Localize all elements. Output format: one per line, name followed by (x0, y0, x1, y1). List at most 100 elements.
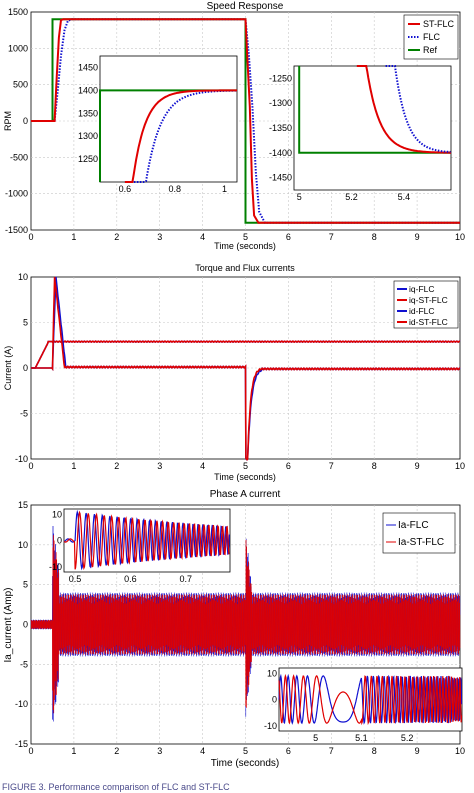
x-tick-label: 6 (286, 746, 291, 756)
inset-y-tick-label: 0 (57, 536, 62, 546)
y-tick-label: -10 (15, 699, 28, 709)
x-tick-label: 9 (415, 232, 420, 242)
y-tick-labels: 15 10 5 0 -5 -10 -15 (15, 500, 28, 749)
x-tick-label: 8 (372, 461, 377, 471)
inset-x-tick-label: 5 (313, 733, 318, 743)
x-tick-label: 1 (71, 746, 76, 756)
x-tick-labels: 0 1 2 3 4 5 6 7 8 9 10 (28, 746, 465, 756)
legend-label-st-flc: ST-FLC (423, 19, 455, 29)
x-tick-label: 7 (329, 232, 334, 242)
legend: Ia-FLC Ia-ST-FLC (382, 512, 456, 554)
inset-tick-labels: 0.6 0.8 1 1450 1400 1350 1300 1250 (78, 62, 227, 194)
x-tick-label: 8 (372, 746, 377, 756)
y-tick-label: 10 (18, 272, 28, 282)
inset-y-tick-label: 0 (272, 695, 277, 705)
x-tick-label: 10 (455, 746, 465, 756)
x-tick-label: 3 (157, 746, 162, 756)
series-line-st-flc (31, 18, 460, 224)
y-tick-labels: 10 5 0 -5 -10 (15, 272, 28, 464)
inset-x-tick-label: 5.1 (355, 733, 368, 743)
legend-box (382, 512, 456, 554)
legend-label-iq-st-flc: iq-ST-FLC (409, 295, 448, 305)
legend-label-ia-st-flc: Ia-ST-FLC (398, 537, 444, 548)
y-tick-label: -1000 (5, 189, 28, 199)
x-axis-label: Time (seconds) (214, 241, 276, 251)
y-tick-label: -10 (15, 454, 28, 464)
inset-tick-labels: 5 5.1 5.2 10 0 -10 (264, 668, 413, 743)
inset-rise: 0.6 0.8 1 1450 1400 1350 1300 1250 (78, 55, 238, 194)
x-tick-label: 7 (329, 746, 334, 756)
inset-y-tick-label: -10 (264, 721, 277, 731)
inset-x-tick-label: 0.6 (124, 574, 137, 584)
x-tick-label: 3 (157, 232, 162, 242)
legend-label-id-st-flc: id-ST-FLC (409, 317, 448, 327)
legend-label-ref: Ref (423, 45, 438, 55)
inset-start: 0.5 0.6 0.7 10 0 -10 (49, 508, 231, 584)
x-tick-label: 8 (372, 232, 377, 242)
y-tick-label: -1500 (5, 225, 28, 235)
y-axis-label: Ia_current (Amp) (3, 587, 14, 662)
torque-flux-chart: Torque and Flux currents 0 1 2 3 4 5 6 7 8 9 10 10… (3, 263, 465, 482)
speed-response-chart: Speed Response 0 1 2 3 4 5 6 7 8 9 10 150010005000… (3, 1, 465, 251)
inset-flc-line (385, 65, 451, 153)
inset-ia-st-flc-line (63, 510, 230, 571)
inset-y-tick-label: 1250 (78, 154, 98, 164)
inset-ia-st-flc-line (278, 673, 463, 726)
x-tick-label: 2 (114, 461, 119, 471)
y-tick-label: 0 (23, 116, 28, 126)
figure-caption: FIGURE 3. Performance comparison of FLC … (2, 782, 230, 792)
grid (31, 277, 460, 459)
inset-x-tick-label: 0.6 (119, 184, 132, 194)
legend: ST-FLC FLC Ref (403, 14, 459, 60)
legend-box (403, 14, 459, 60)
x-tick-label: 10 (455, 232, 465, 242)
y-tick-labels: 1500 1000 500 0 -500 -1000 -1500 (5, 7, 28, 235)
inset-series-lines (298, 65, 451, 154)
inset-reversal: 5 5.1 5.2 10 0 -10 (264, 667, 463, 743)
y-tick-label: 0 (23, 620, 28, 630)
x-tick-label: 2 (114, 746, 119, 756)
x-tick-label: 4 (200, 746, 205, 756)
inset-tick-labels: 5 5.2 5.4 -1250 -1300 -1350 -1400 -1450 (269, 73, 410, 202)
x-tick-label: 10 (455, 461, 465, 471)
inset-y-tick-label: -1400 (269, 148, 292, 158)
legend: iq-FLC iq-ST-FLC id-FLC id-ST-FLC (393, 280, 459, 329)
y-tick-label: 10 (18, 540, 28, 550)
y-tick-label: -500 (10, 152, 28, 162)
x-tick-label: 9 (415, 746, 420, 756)
inset-series-lines (63, 509, 230, 571)
y-axis-label: Current (A) (3, 346, 13, 391)
inset-ref-line (298, 66, 451, 154)
x-tick-label: 2 (114, 232, 119, 242)
x-tick-label: 0 (28, 232, 33, 242)
x-tick-label: 4 (200, 461, 205, 471)
y-tick-label: 0 (23, 363, 28, 373)
chart-title: Speed Response (207, 1, 284, 12)
x-tick-label: 9 (415, 461, 420, 471)
chart-title: Phase A current (210, 489, 281, 500)
inset-st-flc-line (356, 65, 451, 154)
chart-title: Torque and Flux currents (195, 263, 295, 273)
inset-y-tick-label: 1400 (78, 85, 98, 95)
y-tick-label: -15 (15, 739, 28, 749)
y-tick-label: 1000 (8, 43, 28, 53)
x-tick-label: 1 (71, 461, 76, 471)
x-tick-labels: 0 1 2 3 4 5 6 7 8 9 10 (28, 232, 465, 242)
y-axis-label: RPM (3, 111, 13, 131)
inset-plot-area (99, 55, 238, 183)
x-tick-label: 6 (286, 232, 291, 242)
series-line-id-st-flc (31, 340, 461, 369)
inset-y-tick-label: 10 (52, 509, 62, 519)
legend-label-id-flc: id-FLC (409, 306, 435, 316)
inset-y-tick-label: -1350 (269, 123, 292, 133)
inset-y-tick-label: 1450 (78, 62, 98, 72)
series-lines (30, 525, 461, 722)
inset-x-tick-label: 0.7 (179, 574, 192, 584)
x-tick-label: 0 (28, 461, 33, 471)
legend-label-flc: FLC (423, 32, 441, 42)
inset-fall: 5 5.2 5.4 -1250 -1300 -1350 -1400 -1450 (269, 65, 452, 202)
inset-series-lines (99, 89, 237, 183)
y-tick-label: -5 (20, 409, 28, 419)
phase-a-current-chart: Phase A current 0 1 2 3 4 5 6 7 8 9 10 15 10 5 0 -5 -10… (3, 489, 465, 769)
